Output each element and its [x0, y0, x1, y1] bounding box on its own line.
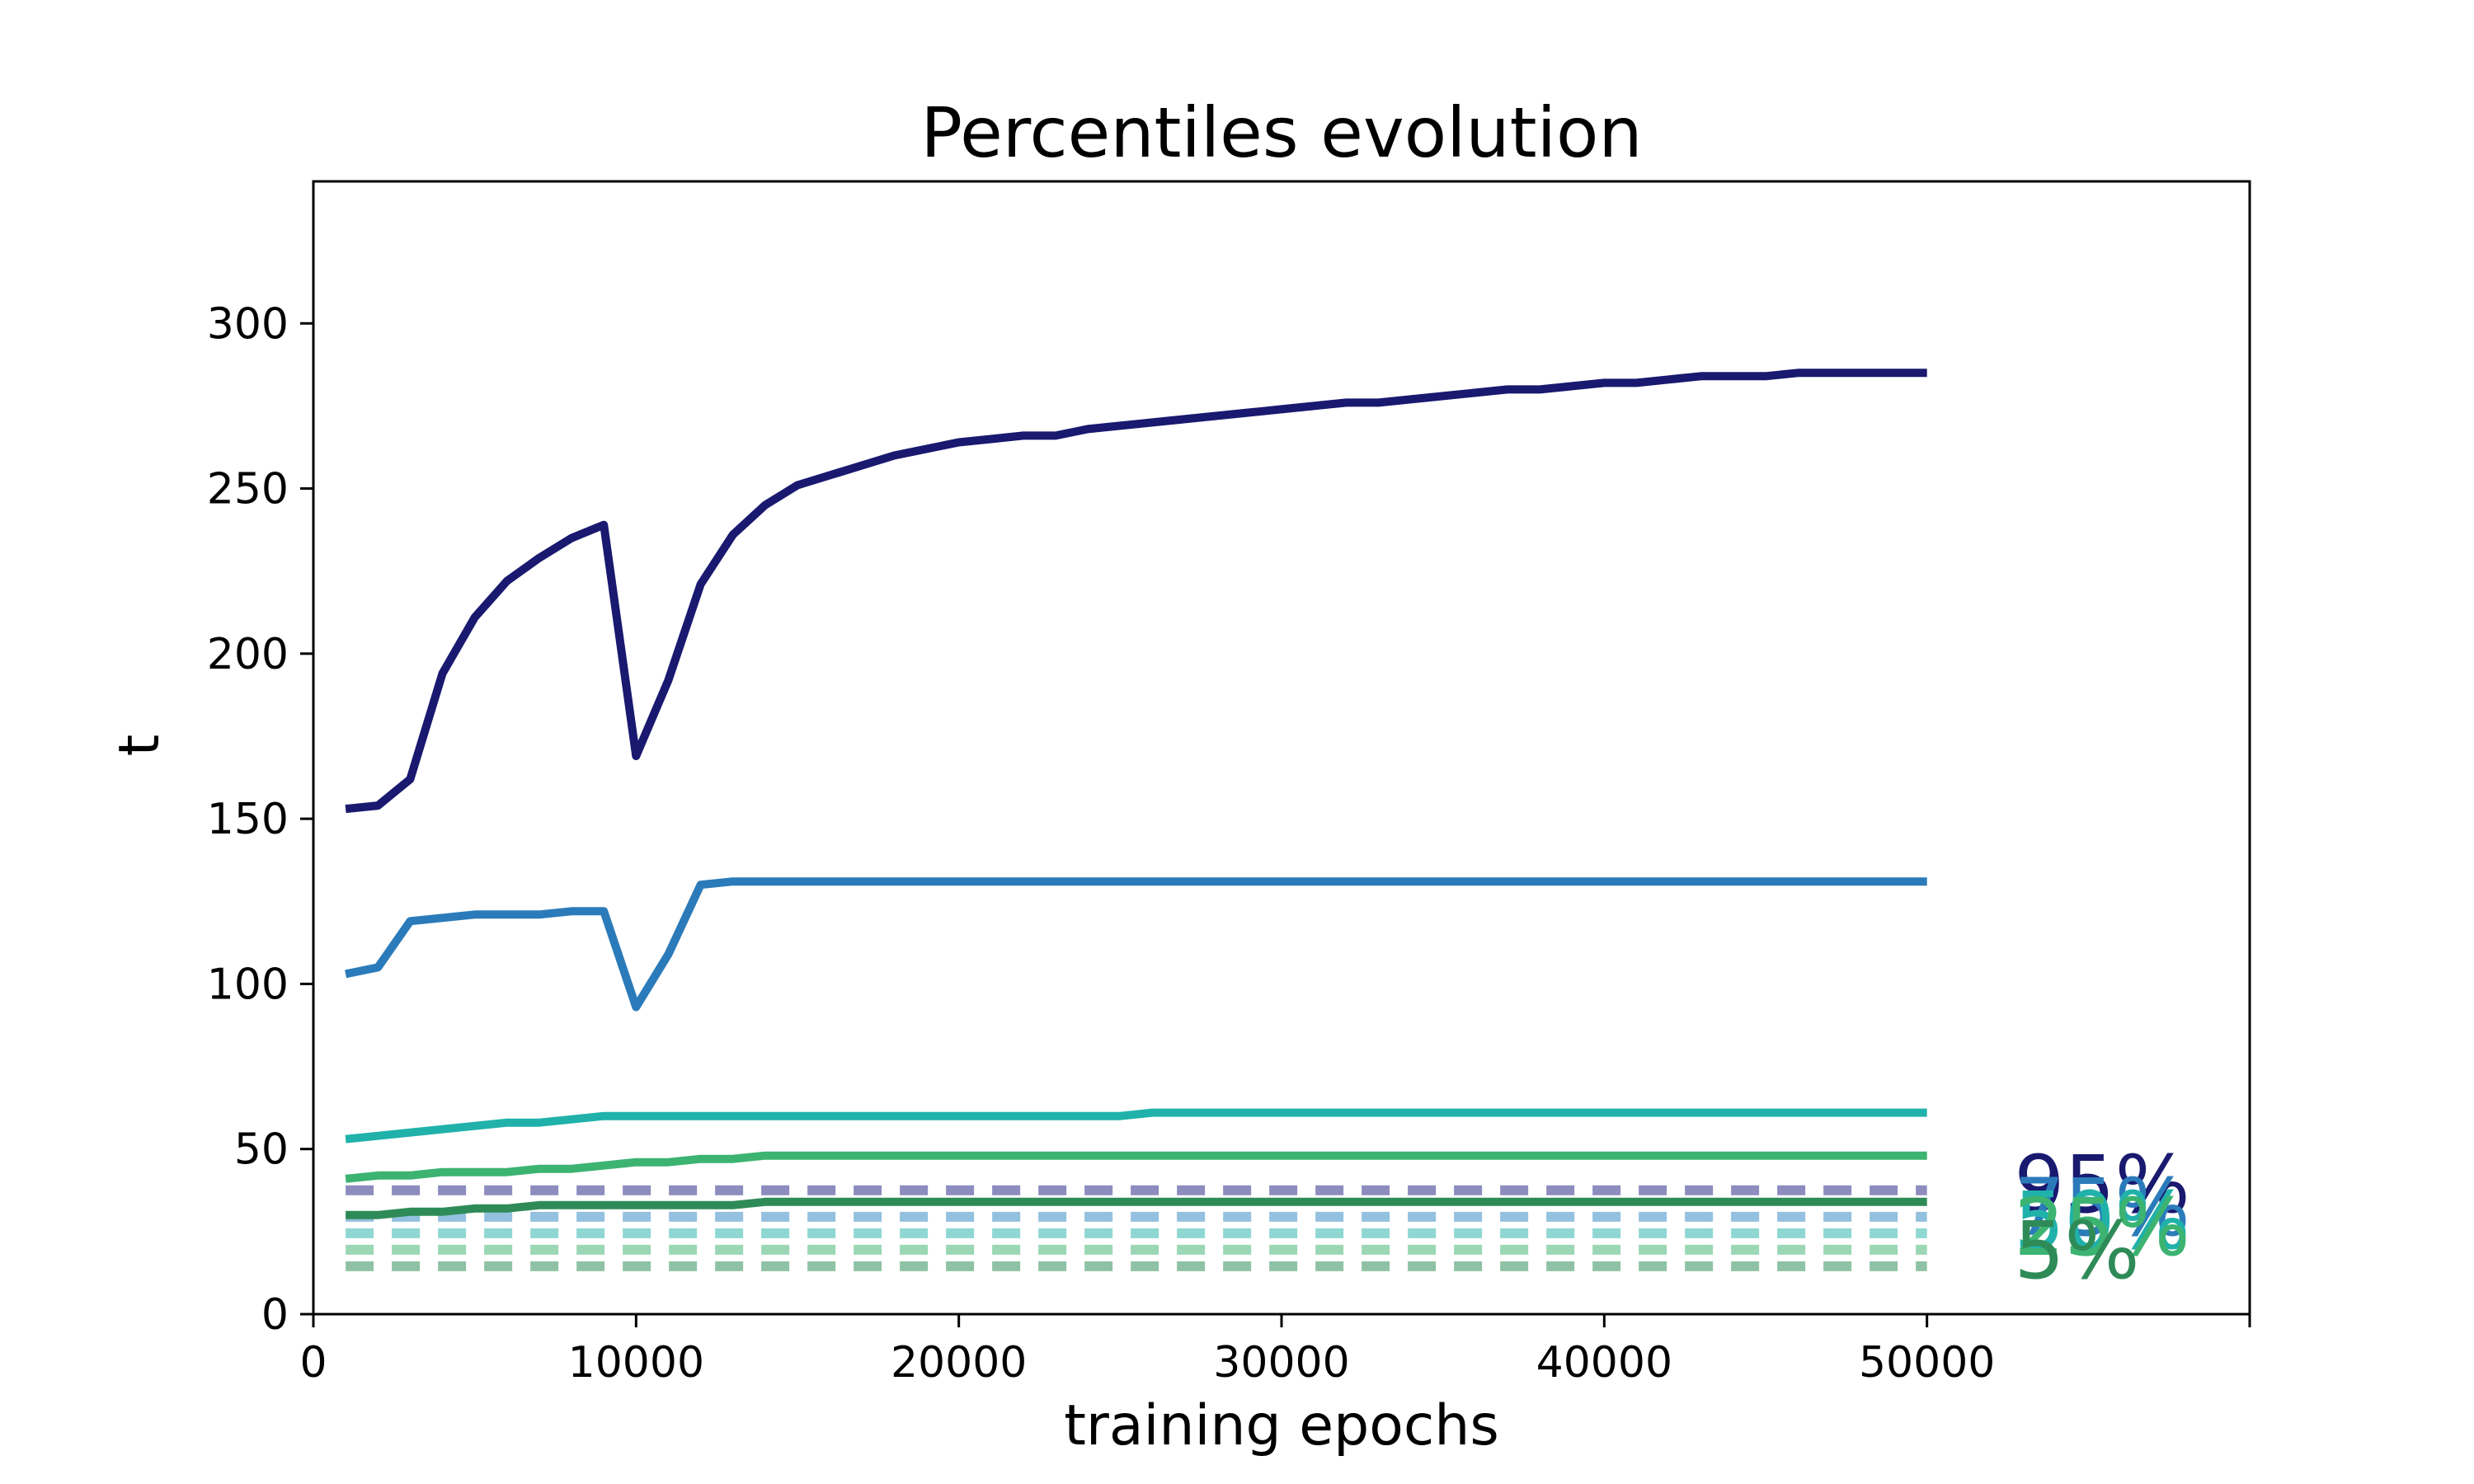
- y-tick-label: 200: [207, 630, 289, 679]
- percentile-labels: 95%75%50%25%5%: [2014, 1139, 2189, 1297]
- series-line-2: [345, 877, 1927, 1012]
- y-tick-label: 50: [234, 1125, 289, 1175]
- plot-area: [345, 369, 1927, 1271]
- chart-title: Percentiles evolution: [920, 92, 1642, 173]
- percentile-label-5: 5%: [2014, 1205, 2139, 1297]
- x-tick-label: 40000: [1536, 1338, 1672, 1388]
- percentile-label-4: 25%: [2014, 1181, 2189, 1274]
- series-line-1: [345, 369, 1927, 814]
- x-tick-label: 30000: [1213, 1338, 1349, 1388]
- x-tick-label: 20000: [891, 1338, 1027, 1388]
- x-tick-label: 50000: [1859, 1338, 1995, 1388]
- series-line-4: [345, 1151, 1927, 1183]
- percentile-label-3: 50%: [2014, 1175, 2189, 1267]
- x-axis: 0 10000 20000 30000 40000 50000: [299, 1314, 2251, 1388]
- y-tick-label: 250: [207, 465, 289, 514]
- x-tick-label: 0: [299, 1338, 327, 1388]
- x-tick-label: 10000: [568, 1338, 704, 1388]
- y-tick-label: 300: [207, 299, 289, 349]
- y-tick-label: 100: [207, 960, 289, 1009]
- y-tick-label: 150: [207, 795, 289, 844]
- percentile-label-1: 95%: [2014, 1139, 2189, 1231]
- percentile-label-2: 75%: [2014, 1162, 2189, 1254]
- series-line-3: [345, 1108, 1927, 1144]
- y-axis: 0 50 100 150 200 250 300: [207, 299, 313, 1340]
- y-axis-label: t: [107, 735, 172, 757]
- x-axis-label: training epochs: [1064, 1393, 1499, 1458]
- plot-frame: [312, 180, 2251, 1316]
- y-tick-label: 0: [261, 1290, 289, 1340]
- series-line-5: [346, 1197, 1927, 1219]
